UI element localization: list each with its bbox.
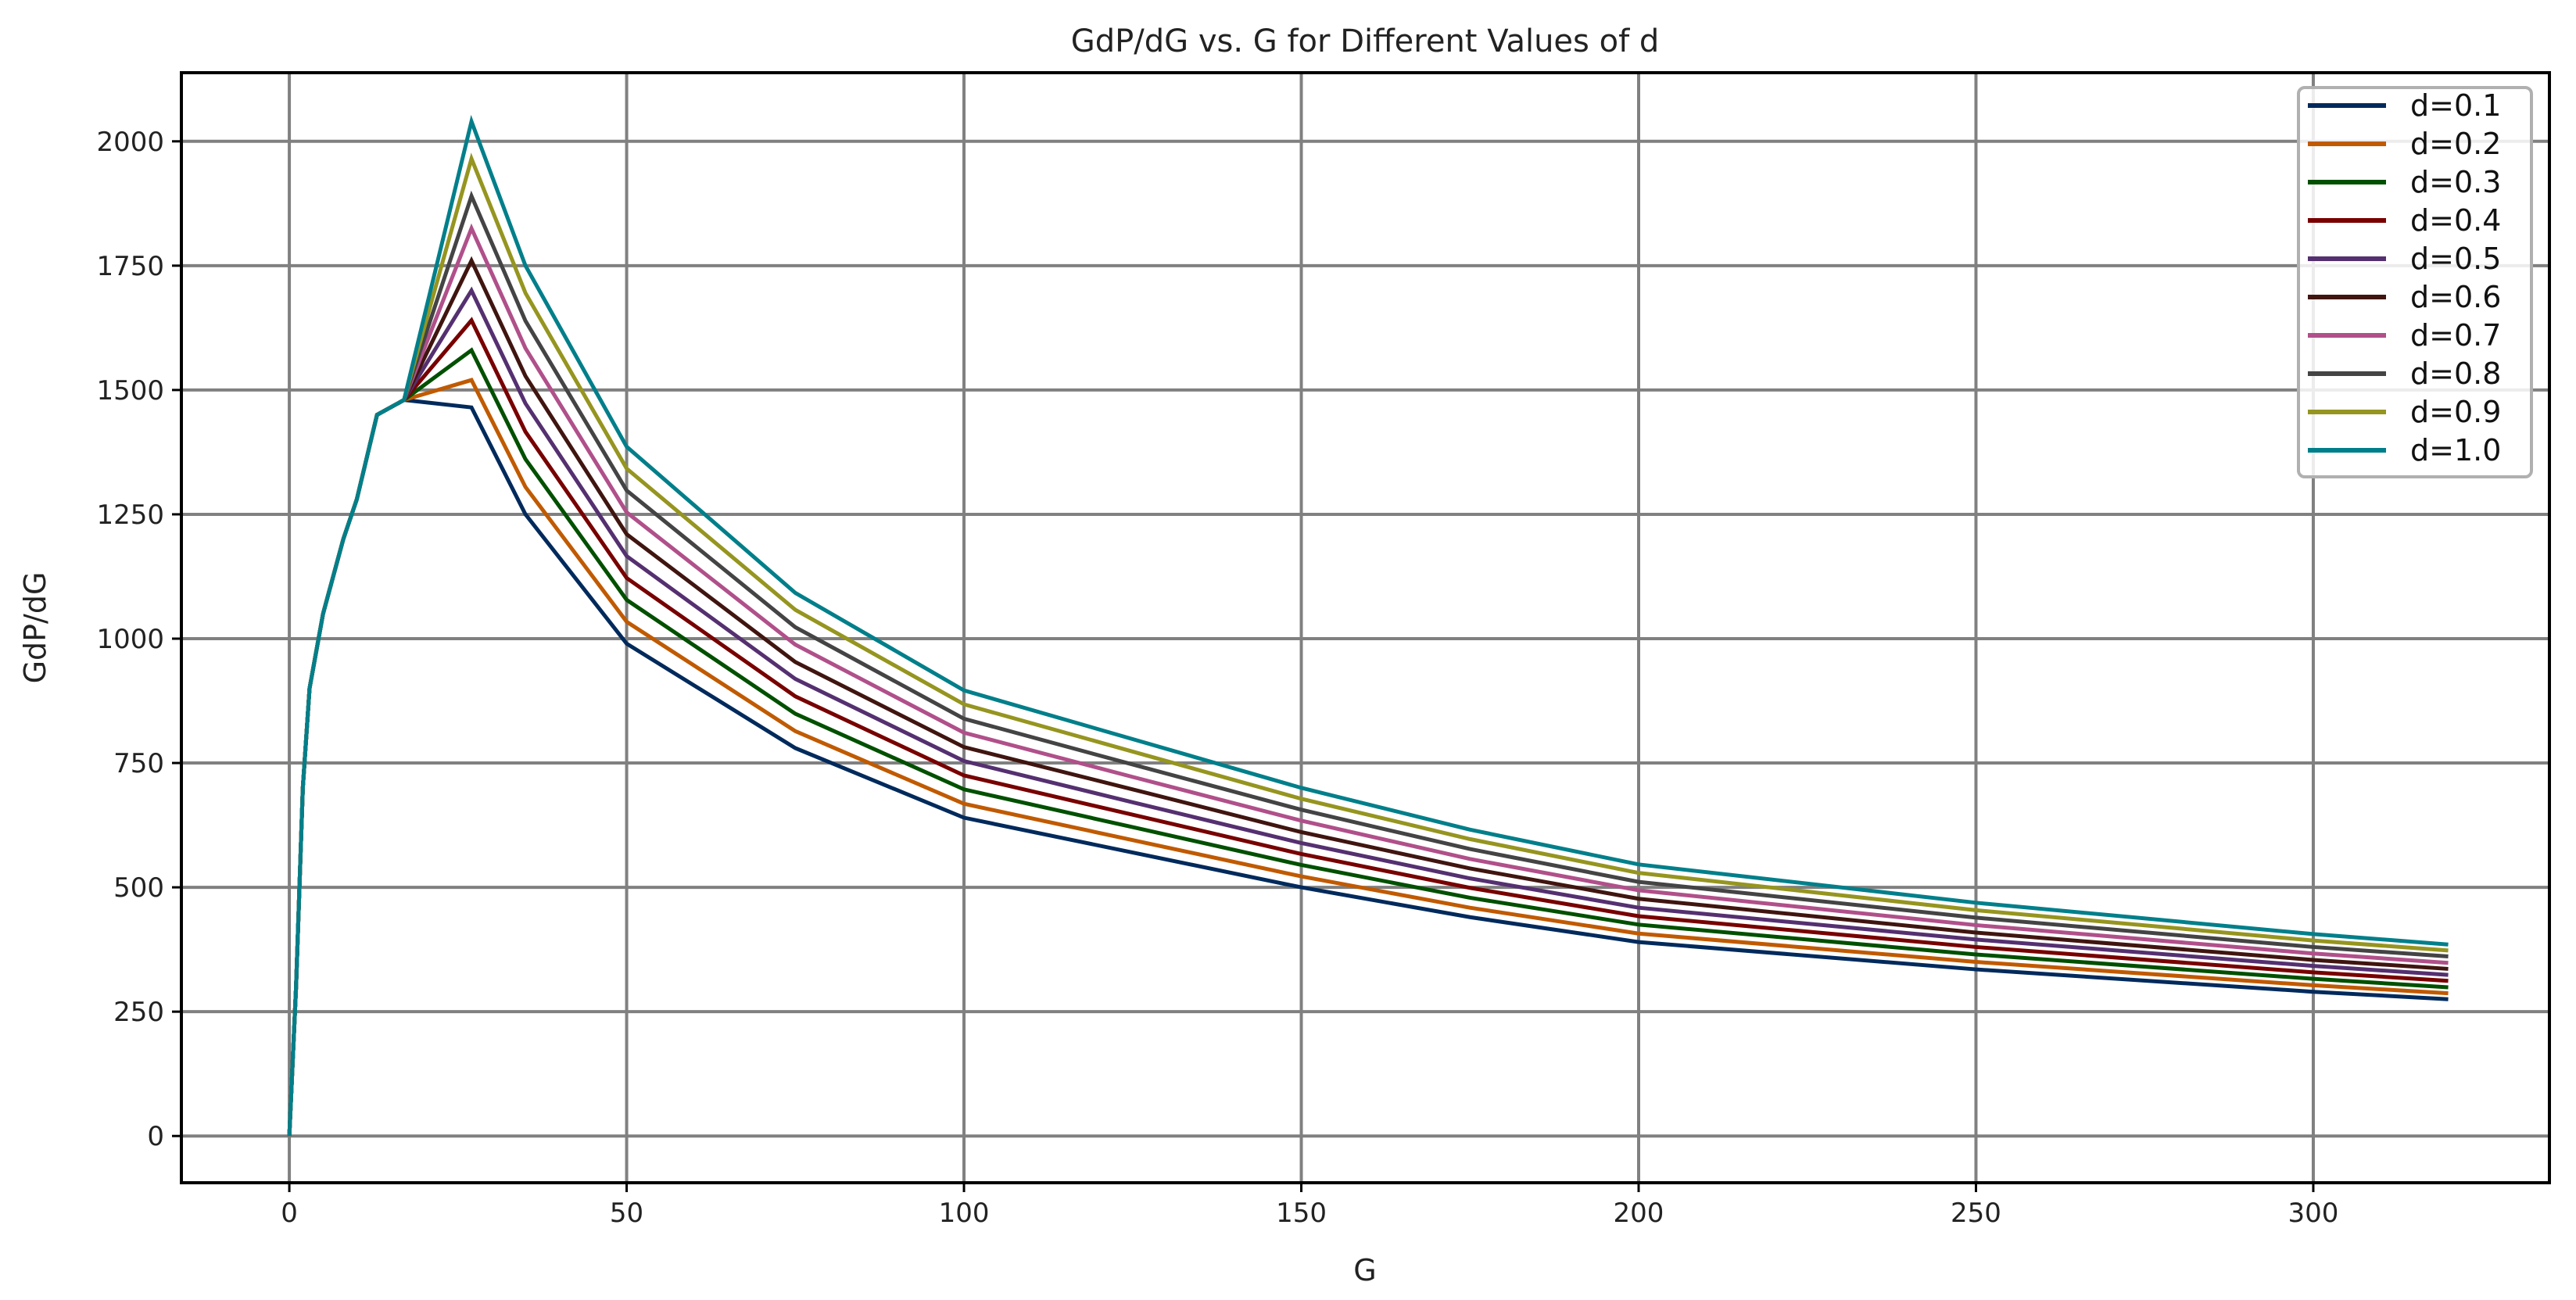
x-tick-label: 300 [2288, 1198, 2339, 1229]
series-lines [287, 114, 2449, 1137]
series-line-d-0-8 [287, 190, 2449, 1137]
series-line-d-0-9 [287, 152, 2449, 1137]
y-tick-label: 750 [113, 748, 164, 779]
x-tick-label: 250 [1951, 1198, 2001, 1229]
x-axis-label: G [1353, 1253, 1376, 1287]
legend-label: d=0.9 [2410, 395, 2501, 429]
x-tick-label: 50 [610, 1198, 643, 1229]
x-axis-ticks: 0 50 100 150 200 250 300 [281, 1183, 2338, 1229]
y-tick-label: 250 [113, 997, 164, 1028]
legend-label: d=0.3 [2410, 165, 2501, 199]
y-tick-label: 2000 [96, 127, 164, 158]
x-tick-label: 200 [1614, 1198, 1664, 1229]
legend-label: d=0.1 [2410, 88, 2501, 123]
legend-label: d=0.4 [2410, 203, 2501, 238]
chart-title: GdP/dG vs. G for Different Values of d [1071, 23, 1660, 59]
legend-label: d=0.8 [2410, 356, 2501, 391]
legend-label: d=0.6 [2410, 280, 2501, 314]
x-tick-label: 150 [1276, 1198, 1327, 1229]
y-tick-label: 1250 [96, 500, 164, 531]
y-axis-ticks: 0 250 500 750 1000 1250 1500 1750 2000 [96, 127, 181, 1152]
y-tick-label: 1750 [96, 251, 164, 282]
y-tick-label: 0 [147, 1121, 164, 1152]
x-tick-label: 0 [281, 1198, 298, 1229]
series-line-d-0-7 [287, 223, 2449, 1137]
series-line-d-1-0 [287, 114, 2449, 1137]
series-line-d-0-5 [287, 286, 2449, 1137]
x-tick-label: 100 [939, 1198, 990, 1229]
legend-label: d=1.0 [2410, 433, 2501, 467]
y-tick-label: 1500 [96, 375, 164, 406]
y-tick-label: 1000 [96, 624, 164, 655]
legend-label: d=0.5 [2410, 242, 2501, 276]
plot-frame [180, 71, 2551, 1184]
grid [181, 73, 2549, 1183]
legend-label: d=0.7 [2410, 318, 2501, 353]
legend-label: d=0.2 [2410, 127, 2501, 161]
y-axis-label: GdP/dG [18, 572, 52, 684]
legend: d=0.1 d=0.2 d=0.3 d=0.4 d=0.5 d=0.6 d=0.7d=0.8… [2297, 86, 2533, 478]
series-line-d-0-6 [287, 256, 2449, 1137]
y-tick-label: 500 [113, 872, 164, 904]
